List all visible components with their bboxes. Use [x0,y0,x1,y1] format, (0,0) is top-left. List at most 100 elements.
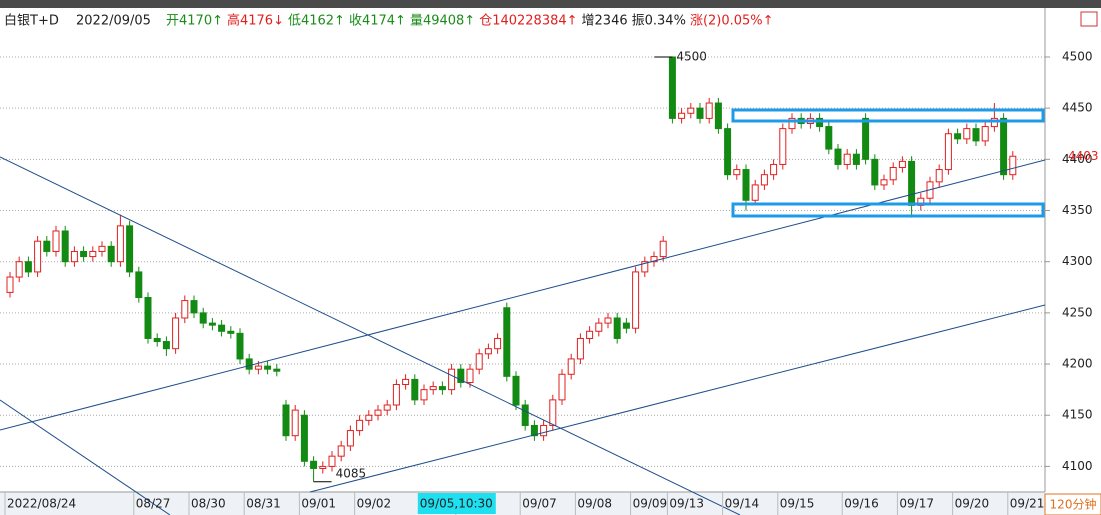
candle-body [411,378,419,401]
y-tick-label: 4150 [1062,408,1093,422]
header-field: 增2346 [582,14,628,29]
candle-body [530,424,538,437]
candle-body [595,322,603,332]
candle-body [291,409,299,437]
x-tick-label: 09/08 [577,497,612,511]
candle-body [80,250,88,258]
candle-body [162,341,170,350]
high-label: 4500 [676,49,707,63]
trend-line[interactable] [0,399,171,515]
x-tick-label: 09/21 [1010,497,1045,511]
x-tick-label: 09/09 [633,497,668,511]
header-field: 低4162↑ [288,14,345,29]
candle-body [696,107,704,119]
candle-body [558,373,566,401]
header-field: 量49408↑ [410,14,475,29]
candle-body [199,312,207,324]
candle-body [34,240,42,273]
x-axis-bar [0,492,1045,515]
candle-body [972,128,980,142]
candle-body [540,424,548,437]
candle-body [512,375,520,406]
candle-body [89,250,97,258]
y-axis-area [1045,8,1101,492]
candle-body [6,276,14,293]
candle-body [567,358,575,375]
candle-body [70,250,78,263]
candle-body [466,368,474,383]
candle-body [770,163,778,176]
candle-body [319,465,327,469]
candle-body [420,389,428,401]
candle-body [843,153,851,165]
candle-body [613,317,621,339]
candle-body [641,261,649,273]
candle-body [227,330,235,334]
candle-body [61,230,69,263]
candle-body [218,324,226,332]
candle-body [475,353,483,370]
trend-line[interactable] [0,156,741,515]
header: 白银T+D 2022/09/05 开4170↑ 高4176↓ 低4162↑ 收4174… [4,13,774,29]
candle-body [346,430,354,447]
drawings [0,108,1046,515]
candle-body [383,404,391,411]
x-tick-label: 09/07 [522,497,557,511]
symbol: 白银T+D [4,13,59,29]
candle-body [236,332,244,360]
candle-body [650,256,658,263]
y-tick-label: 4300 [1062,254,1093,268]
candle-body [374,409,382,416]
candle-body [981,126,989,142]
y-tick-label: 4200 [1062,357,1093,371]
period-label: 120分钟 [1050,497,1097,512]
candle-body [705,102,713,119]
range-box[interactable] [731,108,1045,123]
candle-body [935,169,943,183]
candle-body [1000,117,1008,176]
low-label: 4085 [336,466,367,480]
x-tick-label: 09/14 [725,497,760,511]
candle-body [494,337,502,350]
candle-body [687,107,695,114]
period-box[interactable] [1044,493,1101,515]
candle-body [779,128,787,165]
candle-body [356,419,364,432]
settings-icon[interactable] [1080,11,1098,27]
candle-body [300,414,308,462]
candle-body [889,167,897,181]
candle-body [549,399,557,426]
range-box[interactable] [731,202,1045,218]
candle-body [429,386,437,391]
candle-body [944,133,952,171]
candle-body [724,128,732,176]
candle-body [457,368,465,383]
candle-body [98,245,106,252]
trend-line[interactable] [0,159,1046,431]
candle-body [586,330,594,339]
candle-body [954,133,962,140]
crosshair-label-bg [417,493,496,514]
candle-body [208,322,216,326]
trend-line[interactable] [309,304,1046,493]
candle-body [898,160,906,169]
x-tick-label: 09/02 [357,497,392,511]
y-tick-label: 4250 [1062,305,1093,319]
x-tick-label: 08/31 [246,497,281,511]
date: 2022/09/05 [76,14,151,29]
candle-body [144,297,152,339]
x-tick-label: 2022/08/24 [7,497,76,511]
header-field: 开4170↑ [166,14,223,29]
y-tick-label: 4350 [1062,203,1093,217]
candle-body [862,117,870,160]
x-tick-label: 09/20 [955,497,990,511]
candle-body [15,261,23,278]
candle-body [880,179,888,186]
candle-body [328,455,336,467]
candle-body [852,153,860,165]
candle-body [871,158,879,186]
candle-body [714,102,722,130]
toolbar-strip [0,0,1101,8]
